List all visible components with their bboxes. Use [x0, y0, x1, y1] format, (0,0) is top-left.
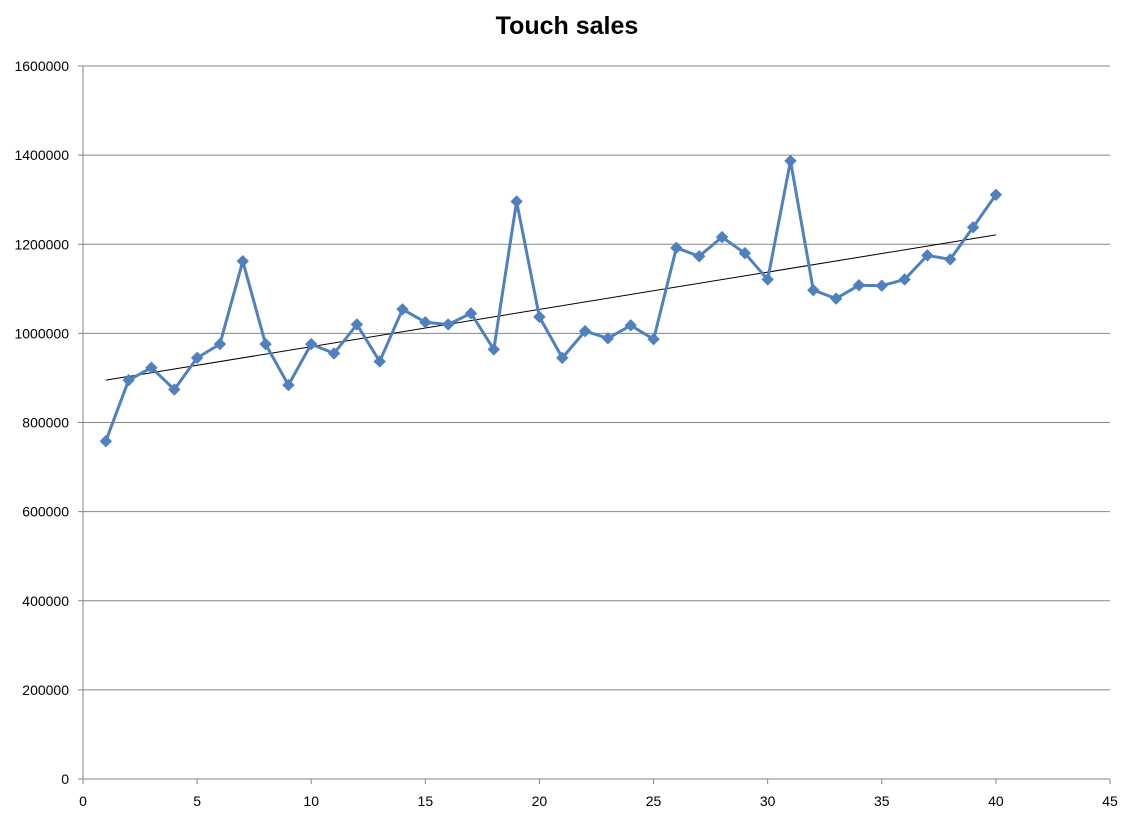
data-point-marker	[533, 310, 546, 324]
x-tick-label: 10	[303, 793, 319, 809]
data-point-marker	[578, 324, 592, 338]
data-point-marker	[807, 283, 820, 297]
data-point-marker	[624, 319, 637, 332]
data-point-marker	[601, 332, 615, 345]
y-tick-label: 800000	[22, 415, 69, 431]
data-point-marker	[784, 154, 797, 168]
x-tick-label: 5	[193, 793, 201, 809]
data-point-marker	[556, 351, 569, 365]
x-tick-label: 45	[1102, 793, 1118, 809]
data-point-marker	[419, 316, 432, 329]
x-tick-label: 30	[760, 793, 776, 809]
data-point-marker	[122, 373, 135, 387]
data-point-marker	[99, 435, 113, 448]
data-point-marker	[487, 343, 501, 356]
chart-title: Touch sales	[495, 12, 639, 40]
data-point-marker	[966, 221, 980, 234]
data-point-marker	[373, 355, 386, 368]
data-point-marker	[761, 273, 774, 286]
data-point-marker	[829, 292, 843, 305]
data-point-marker	[875, 279, 888, 292]
x-tick-label: 25	[646, 793, 662, 809]
data-point-marker	[921, 249, 934, 262]
x-tick-label: 20	[532, 793, 548, 809]
data-point-marker	[670, 241, 683, 255]
data-point-marker	[305, 337, 318, 351]
x-tick-label: 40	[988, 793, 1004, 809]
data-point-marker	[396, 303, 409, 316]
y-tick-label: 1000000	[14, 325, 69, 341]
linear-trendline	[105, 234, 996, 381]
y-tick-label: 1600000	[14, 58, 69, 74]
data-point-marker	[510, 195, 523, 208]
data-point-marker	[989, 188, 1003, 201]
data-point-marker	[213, 337, 227, 351]
data-point-marker	[168, 383, 181, 396]
y-tick-label: 200000	[22, 682, 69, 698]
data-point-marker	[738, 246, 752, 260]
data-point-marker	[441, 318, 455, 331]
data-point-marker	[944, 253, 957, 266]
data-point-marker	[236, 254, 249, 268]
data-point-marker	[282, 378, 295, 392]
y-tick-label: 1400000	[14, 147, 69, 163]
x-tick-label: 35	[874, 793, 890, 809]
data-point-marker	[259, 337, 272, 351]
data-point-marker	[898, 273, 911, 286]
series-line	[104, 159, 998, 443]
data-point-marker	[715, 230, 729, 244]
y-tick-label: 0	[61, 771, 69, 787]
data-point-marker	[327, 347, 341, 360]
x-tick-label: 0	[79, 793, 87, 809]
data-point-marker	[145, 361, 158, 374]
y-tick-label: 400000	[22, 593, 69, 609]
x-tick-label: 15	[418, 793, 434, 809]
data-point-marker	[190, 351, 204, 365]
data-point-marker	[647, 332, 660, 346]
data-point-marker	[464, 307, 478, 320]
data-point-marker	[692, 250, 706, 263]
data-point-marker	[350, 318, 364, 331]
y-tick-label: 600000	[22, 504, 69, 520]
data-point-marker	[852, 279, 866, 292]
y-tick-label: 1200000	[14, 236, 69, 252]
